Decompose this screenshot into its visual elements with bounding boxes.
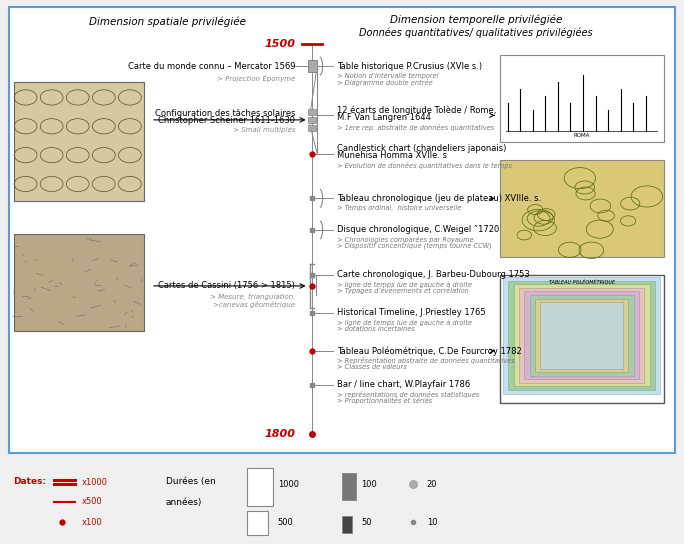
- Text: 1500: 1500: [264, 39, 295, 48]
- Text: TABLEAU POLÉOMÉTRIQUE: TABLEAU POLÉOMÉTRIQUE: [549, 279, 615, 285]
- Bar: [499, 160, 663, 257]
- Text: 1800: 1800: [264, 429, 295, 439]
- Bar: [519, 288, 644, 383]
- Bar: [514, 284, 650, 386]
- Text: Historical Timeline, J.Priestley 1765: Historical Timeline, J.Priestley 1765: [337, 308, 485, 317]
- Text: 50: 50: [361, 518, 371, 527]
- Bar: [499, 55, 663, 143]
- Text: > Diagramme double entrée: > Diagramme double entrée: [337, 79, 432, 86]
- Bar: [503, 277, 660, 394]
- Bar: [508, 281, 655, 390]
- Bar: [342, 516, 352, 533]
- Text: > 1ere rep. abstraite de données quantitatives: > 1ere rep. abstraite de données quantit…: [337, 124, 494, 131]
- Text: > Small multiples: > Small multiples: [233, 127, 295, 133]
- Text: Cartes de Cassini (1756 > 1815): Cartes de Cassini (1756 > 1815): [158, 281, 295, 290]
- Text: > Evolution de données quantitatives dans le temps: > Evolution de données quantitatives dan…: [337, 162, 512, 169]
- Bar: [14, 82, 144, 201]
- Bar: [308, 60, 317, 72]
- Text: Disque chronologique, C.Weigel ˜1720: Disque chronologique, C.Weigel ˜1720: [337, 225, 499, 234]
- Bar: [247, 511, 267, 535]
- Bar: [342, 473, 356, 500]
- Text: ROMA: ROMA: [573, 133, 590, 138]
- Text: > Notion d’intervalle temporel: > Notion d’intervalle temporel: [337, 73, 438, 79]
- Text: Table historique P.Crusius (XVIe s.): Table historique P.Crusius (XVIe s.): [337, 61, 482, 71]
- Bar: [308, 109, 316, 115]
- Text: 500: 500: [278, 518, 293, 527]
- Text: Durées (en: Durées (en: [166, 477, 215, 486]
- Text: x100: x100: [81, 518, 102, 527]
- Text: > Projection Éponyme: > Projection Éponyme: [217, 75, 295, 82]
- Text: > Typages d’événements et corrélation: > Typages d’événements et corrélation: [337, 287, 469, 294]
- Text: Dimension spatiale privilégiée: Dimension spatiale privilégiée: [89, 17, 246, 27]
- Text: > ligne de temps lue de gauche à droite: > ligne de temps lue de gauche à droite: [337, 281, 472, 288]
- Text: Dimension temporelle privilégiée: Dimension temporelle privilégiée: [390, 15, 562, 25]
- Text: > Temps ordinal,  histoire universelle: > Temps ordinal, histoire universelle: [337, 205, 461, 212]
- Text: Tableau chronologique (jeu de plateau) XVIIIe. s.: Tableau chronologique (jeu de plateau) X…: [337, 194, 541, 203]
- Text: Données quantitatives/ qualitatives privilégiées: Données quantitatives/ qualitatives priv…: [359, 28, 593, 39]
- Text: 20: 20: [427, 480, 437, 489]
- Text: Dates:: Dates:: [14, 477, 47, 486]
- Text: > ligne de temps lue de gauche à droite: > ligne de temps lue de gauche à droite: [337, 319, 472, 326]
- Text: > Classes de valeurs: > Classes de valeurs: [337, 364, 406, 370]
- Bar: [525, 292, 639, 379]
- Bar: [308, 125, 316, 131]
- Text: Munehisa Homma XVIIe. s: Munehisa Homma XVIIe. s: [337, 151, 447, 160]
- Text: x500: x500: [81, 497, 102, 506]
- Text: 12 écarts de longitude Tolède / Rome,: 12 écarts de longitude Tolède / Rome,: [337, 105, 496, 115]
- Text: Candlestick chart (chandeliers japonais): Candlestick chart (chandeliers japonais): [337, 144, 506, 153]
- Text: Christopher Scheiner 1611-1630: Christopher Scheiner 1611-1630: [158, 116, 295, 125]
- Text: Configuration des tâches solaires: Configuration des tâches solaires: [155, 109, 295, 118]
- Text: > Dispositif concentrique (temps tourne CCW): > Dispositif concentrique (temps tourne …: [337, 243, 492, 249]
- Text: >canevas géométrique: >canevas géométrique: [213, 301, 295, 308]
- Text: > représentations de données statistiques: > représentations de données statistique…: [337, 391, 479, 398]
- Bar: [499, 275, 663, 403]
- Text: > Proportionnalités et séries: > Proportionnalités et séries: [337, 397, 432, 404]
- Text: Carte chronologique, J. Barbeu-Dubourg 1753: Carte chronologique, J. Barbeu-Dubourg 1…: [337, 270, 529, 279]
- Bar: [529, 295, 633, 376]
- Text: Tableau Poléométrique, C.De Fourcroy 1782: Tableau Poléométrique, C.De Fourcroy 178…: [337, 347, 521, 356]
- Text: Bar / line chart, W.Playfair 1786: Bar / line chart, W.Playfair 1786: [337, 380, 470, 389]
- Text: > dotations incertaines: > dotations incertaines: [337, 326, 415, 332]
- Text: 10: 10: [427, 518, 437, 527]
- Bar: [308, 117, 316, 123]
- FancyBboxPatch shape: [9, 7, 675, 453]
- Text: > Mesure, triangulation,: > Mesure, triangulation,: [209, 294, 295, 300]
- Bar: [247, 468, 273, 506]
- Bar: [14, 234, 144, 331]
- Bar: [535, 299, 628, 372]
- Text: > Chronologies comparées par Royaume: > Chronologies comparées par Royaume: [337, 236, 473, 243]
- Text: x1000: x1000: [81, 478, 107, 487]
- Text: Carte du monde connu – Mercator 1569: Carte du monde connu – Mercator 1569: [128, 61, 295, 71]
- Bar: [540, 302, 623, 368]
- Text: > Représentation abstraite de données quantitatives: > Représentation abstraite de données qu…: [337, 357, 514, 364]
- Text: 100: 100: [361, 480, 377, 489]
- Text: 1000: 1000: [278, 480, 299, 489]
- Text: M.F Van Langren 1644: M.F Van Langren 1644: [337, 113, 430, 122]
- Text: années): années): [166, 498, 202, 507]
